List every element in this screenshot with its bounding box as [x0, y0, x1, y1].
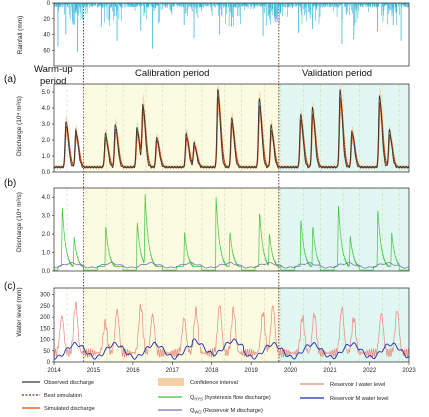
- panel-frame-3: [53, 287, 410, 363]
- ylabel-discharge-b: Discharge (10⁴ m³/s): [16, 192, 23, 252]
- reservoir-m-line: [53, 338, 410, 360]
- period-bg-3-0: [54, 288, 84, 362]
- xtick-label-9: 2023: [402, 368, 416, 374]
- xtick-label-3: 2017: [166, 368, 180, 374]
- ytick-label-2-1: 1.0: [42, 251, 51, 257]
- period-validation: Validation period: [302, 68, 372, 79]
- panel-label-b: (b): [4, 178, 16, 189]
- legend-observed: Observed discharge: [44, 380, 94, 386]
- legend-res-i: Reservoir I water level: [330, 382, 385, 388]
- ytick-label-1-4: 4.0: [42, 106, 51, 112]
- ytick-label-3-4: 200: [40, 315, 51, 321]
- period-warmup-line2: period: [40, 76, 66, 87]
- qhys-line: [54, 194, 409, 271]
- ytick-label-3-1: 50: [43, 349, 50, 355]
- panel-frame-2: [53, 187, 410, 272]
- xtick-label-1: 2015: [87, 368, 101, 374]
- ytick-label-3-3: 150: [40, 326, 51, 332]
- ytick-label-0-2: 40: [43, 33, 50, 39]
- ytick-label-0-0: 0: [47, 1, 51, 7]
- period-bg-1-1: [83, 84, 279, 172]
- period-bg-3-1: [83, 288, 279, 362]
- ytick-label-3-5: 250: [40, 304, 51, 310]
- ytick-label-2-2: 2.0: [42, 232, 51, 238]
- ytick-label-0-1: 20: [43, 17, 50, 23]
- xtick-label-6: 2020: [284, 368, 298, 374]
- ytick-label-1-0: 0.0: [42, 170, 51, 176]
- observed-discharge-line: [53, 88, 409, 169]
- period-calibration: Calibration period: [135, 68, 209, 79]
- reservoir-i-line: [53, 300, 410, 359]
- ytick-label-1-2: 2.0: [42, 138, 51, 144]
- period-bg-2-2: [278, 188, 409, 271]
- legend-ci: Confidence interval: [190, 380, 238, 386]
- legend-simulated: Simulated discharge: [44, 406, 95, 412]
- period-bg-1-0: [54, 84, 84, 172]
- ylabel-rainfall: Rainfall (mm): [17, 16, 24, 55]
- legend-qwo: QWO (Reservoir M discharge): [190, 408, 263, 415]
- qwo-line: [53, 262, 410, 269]
- panel-label-c: (c): [4, 281, 16, 292]
- panel-frame-1: [53, 83, 410, 173]
- period-bg-2-1: [83, 188, 279, 271]
- ytick-label-2-4: 4.0: [42, 195, 51, 201]
- ytick-label-3-6: 300: [40, 293, 51, 299]
- xtick-label-2: 2016: [126, 368, 140, 374]
- period-bg-2-0: [54, 188, 84, 271]
- legend-best: Best simulation: [44, 393, 82, 399]
- panel-label-a: (a): [4, 74, 16, 85]
- legend: Observed discharge Best simulation Simul…: [22, 378, 388, 415]
- ytick-label-1-1: 1.0: [42, 154, 51, 160]
- legend-swatch-ci: [158, 378, 184, 386]
- ytick-label-2-3: 3.0: [42, 214, 51, 220]
- xtick-label-0: 2014: [47, 368, 61, 374]
- period-warmup-line1: Warm-up: [34, 64, 73, 75]
- ytick-label-0-3: 60: [43, 48, 50, 54]
- legend-res-m: Reservoir M water level: [330, 396, 388, 402]
- ytick-label-3-2: 100: [40, 338, 51, 344]
- ytick-label-1-5: 5.0: [42, 90, 51, 96]
- ytick-label-2-0: 0.0: [42, 269, 51, 275]
- legend-qhys: QHYS (hysteresis flow discharge): [190, 395, 271, 402]
- xtick-label-7: 2021: [323, 368, 337, 374]
- ylabel-water-level: Water level (mm): [16, 287, 23, 336]
- xtick-label-5: 2019: [245, 368, 259, 374]
- xtick-label-4: 2018: [205, 368, 219, 374]
- ylabel-discharge-a: Discharge (10⁴ m³/s): [16, 96, 23, 156]
- ytick-label-3-0: 0: [47, 360, 51, 366]
- xtick-label-8: 2022: [363, 368, 377, 374]
- ytick-label-1-3: 3.0: [42, 122, 51, 128]
